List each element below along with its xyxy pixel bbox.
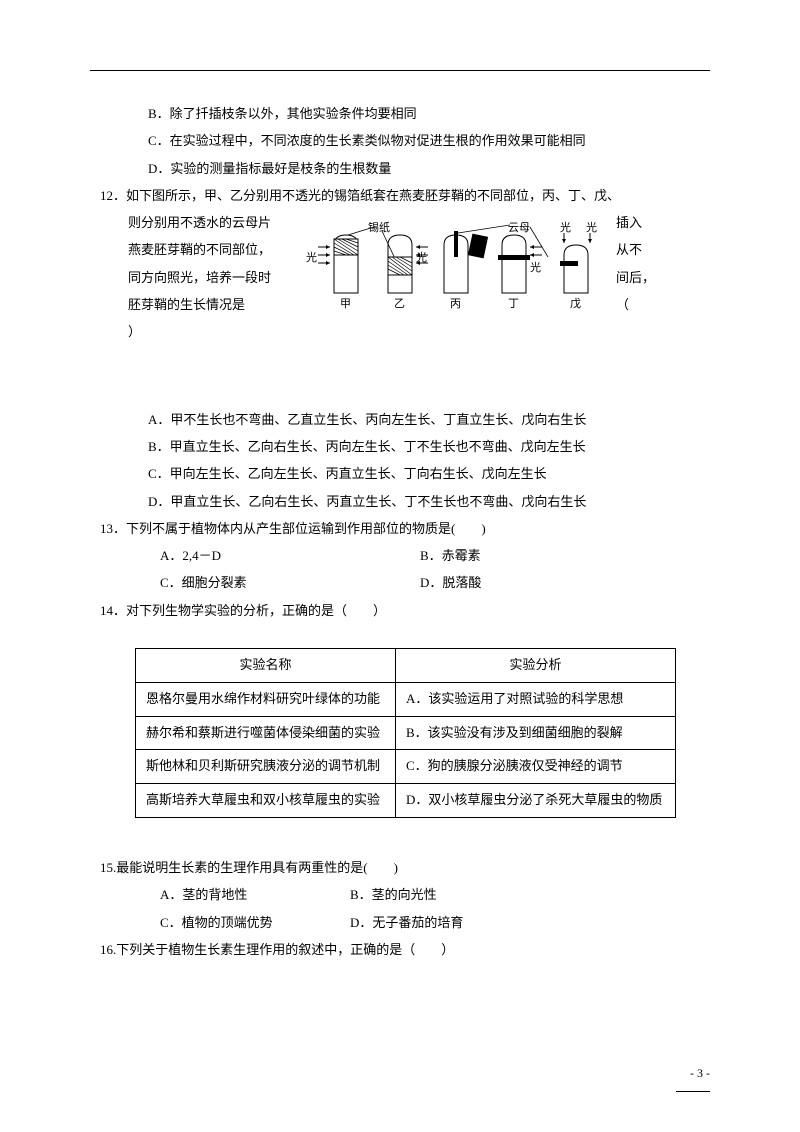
q13-option-c: C．细胞分裂素 <box>160 569 420 596</box>
fig-light-label-4a: 光 <box>560 220 571 234</box>
page-number-rule <box>676 1091 710 1092</box>
mica-insert-wu <box>560 261 578 266</box>
fig-col-jia: 甲 <box>340 298 351 310</box>
q14-r4c2: D．双小核草履虫分泌了杀死大草履虫的物质 <box>396 784 676 818</box>
table-row: 赫尔希和蔡斯进行噬菌体侵染细菌的实验 B．该实验没有涉及到细菌细胞的裂解 <box>136 716 676 750</box>
mica-insert-bing <box>454 231 458 257</box>
q12-left-a: 则分别用不透水的云母片 <box>128 209 290 236</box>
q13-option-a: A．2,4－D <box>160 542 420 569</box>
fig-tin-label: 锡纸 <box>368 220 390 234</box>
q15-option-c: C．植物的顶端优势 <box>160 909 350 936</box>
q12-left-d: 胚芽鞘的生长情况是 <box>128 291 290 318</box>
q14-stem: 14．对下列生物学实验的分析，正确的是（ ） <box>90 597 710 624</box>
q14-th-1: 实验名称 <box>136 649 396 683</box>
q12-left-c: 同方向照光，培养一段时 <box>128 264 290 291</box>
q15-stem: 15.最能说明生长素的生理作用具有两重性的是( ) <box>90 854 710 881</box>
q12-option-d: D．甲直立生长、乙向右生长、丙直立生长、丁不生长也不弯曲、戊向右生长 <box>90 488 710 515</box>
page-number: - 3 - <box>690 1061 710 1086</box>
fig-mica-label: 云母 <box>508 221 530 234</box>
fig-col-bing: 丙 <box>450 298 461 310</box>
q13-option-d: D．脱落酸 <box>420 569 481 596</box>
q14-table: 实验名称 实验分析 恩格尔曼用水绵作材料研究叶绿体的功能 A．该实验运用了对照试… <box>135 648 676 818</box>
q13-option-b: B．赤霉素 <box>420 542 481 569</box>
fig-col-ding: 丁 <box>508 298 519 310</box>
q12-left-e: ） <box>128 318 290 345</box>
q14-r1c1: 恩格尔曼用水绵作材料研究叶绿体的功能 <box>136 682 396 716</box>
q14-r3c1: 斯他林和贝利斯研究胰液分泌的调节机制 <box>136 750 396 784</box>
q14-r2c2: B．该实验没有涉及到细菌细胞的裂解 <box>396 716 676 750</box>
page-content: B．除了扦插枝条以外，其他实验条件均要相同 C．在实验过程中，不同浓度的生长素类… <box>90 100 710 963</box>
q12-option-c: C．甲向左生长、乙向左生长、丙直立生长、丁向右生长、戊向左生长 <box>90 460 710 487</box>
table-header-row: 实验名称 实验分析 <box>136 649 676 683</box>
q12-figure: 光 甲 锡纸 光 <box>298 213 608 313</box>
q16-stem: 16.下列关于植物生长素生理作用的叙述中，正确的是（ ） <box>90 936 710 963</box>
q15-option-a: A．茎的背地性 <box>160 881 350 908</box>
table-row: 恩格尔曼用水绵作材料研究叶绿体的功能 A．该实验运用了对照试验的科学思想 <box>136 682 676 716</box>
q12-right-d: （ <box>616 291 668 318</box>
table-row: 高斯培养大草履虫和双小核草履虫的实验 D．双小核草履虫分泌了杀死大草履虫的物质 <box>136 784 676 818</box>
fig-light-label-4b: 光 <box>586 220 597 234</box>
q14-r2c1: 赫尔希和蔡斯进行噬菌体侵染细菌的实验 <box>136 716 396 750</box>
q14-r1c2: A．该实验运用了对照试验的科学思想 <box>396 682 676 716</box>
q12-right-a: 插入 <box>616 209 668 236</box>
fig-col-yi: 乙 <box>394 297 405 310</box>
q12-option-b: B．甲直立生长、乙向右生长、丙向左生长、丁不生长也不弯曲、戊向左生长 <box>90 433 710 460</box>
q14-th-2: 实验分析 <box>396 649 676 683</box>
q11-option-c: C．在实验过程中，不同浓度的生长素类似物对促进生根的作用效果可能相同 <box>90 127 710 154</box>
fig-light-label-3: 光 <box>530 260 541 274</box>
q11-option-b: B．除了扦插枝条以外，其他实验条件均要相同 <box>90 100 710 127</box>
page-top-rule <box>90 70 710 71</box>
fig-col-wu: 戊 <box>570 297 581 310</box>
mica-insert-ding <box>498 255 530 260</box>
dark-flag <box>468 234 488 259</box>
q12-right-b: 从不 <box>616 236 668 263</box>
q12-right-c: 间后， <box>616 264 668 291</box>
table-row: 斯他林和贝利斯研究胰液分泌的调节机制 C．狗的胰腺分泌胰液仅受神经的调节 <box>136 750 676 784</box>
fig-light-label: 光 <box>306 250 317 264</box>
fig-light-label-2: 光 <box>416 250 427 264</box>
q12-left-text: 则分别用不透水的云母片 燕麦胚芽鞘的不同部位， 同方向照光，培养一段时 胚芽鞘的… <box>90 209 290 345</box>
q11-option-d: D．实验的测量指标最好是枝条的生根数量 <box>90 155 710 182</box>
q15-option-d: D．无子番茄的培育 <box>350 909 463 936</box>
q13-stem: 13．下列不属于植物体内从产生部位运输到作用部位的物质是( ) <box>90 515 710 542</box>
q14-r3c2: C．狗的胰腺分泌胰液仅受神经的调节 <box>396 750 676 784</box>
q12-stem-line1: 12．如下图所示，甲、乙分别用不透光的锡箔纸套在燕麦胚芽鞘的不同部位，丙、丁、戊… <box>90 182 710 209</box>
q14-r4c1: 高斯培养大草履虫和双小核草履虫的实验 <box>136 784 396 818</box>
q12-option-a: A．甲不生长也不弯曲、乙直立生长、丙向左生长、丁直立生长、戊向右生长 <box>90 406 710 433</box>
q12-wrap: 则分别用不透水的云母片 燕麦胚芽鞘的不同部位， 同方向照光，培养一段时 胚芽鞘的… <box>90 209 710 345</box>
q15-option-b: B．茎的向光性 <box>350 881 437 908</box>
q12-left-b: 燕麦胚芽鞘的不同部位， <box>128 236 290 263</box>
q12-right-text: 插入 从不 间后， （ <box>608 209 668 318</box>
